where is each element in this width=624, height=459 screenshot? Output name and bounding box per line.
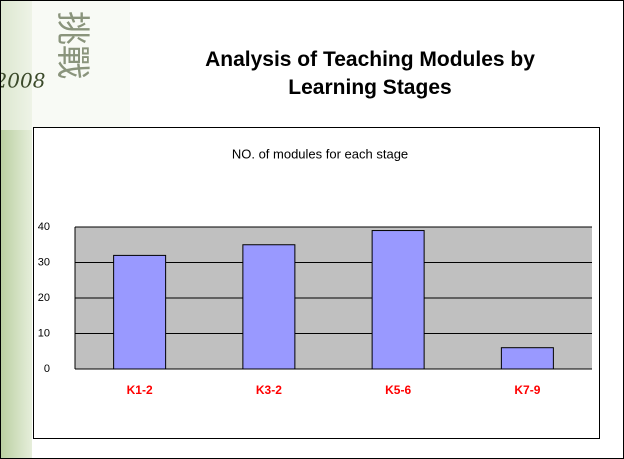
y-tick-label: 20 <box>38 292 50 304</box>
y-tick-label: 30 <box>38 256 50 268</box>
y-tick-label: 10 <box>38 327 50 339</box>
chart-title: NO. of modules for each stage <box>232 146 408 161</box>
bar <box>114 255 166 369</box>
page: {"logo": {"year": "2008", "characters": … <box>0 0 624 459</box>
bar <box>501 348 553 369</box>
x-tick-label: K3-2 <box>256 383 282 397</box>
bar <box>372 231 424 369</box>
x-tick-label: K5-6 <box>385 383 411 397</box>
slide: 挑戰 2008 Analysis of Teaching Modules byL… <box>0 0 624 459</box>
bar <box>243 245 295 369</box>
logo-year: 2008 <box>0 69 45 93</box>
logo-characters: 挑戰 <box>52 11 92 79</box>
x-tick-label: K7-9 <box>514 383 540 397</box>
y-tick-label: 0 <box>44 363 50 375</box>
x-tick-label: K1-2 <box>127 383 153 397</box>
y-tick-label: 40 <box>38 221 50 233</box>
